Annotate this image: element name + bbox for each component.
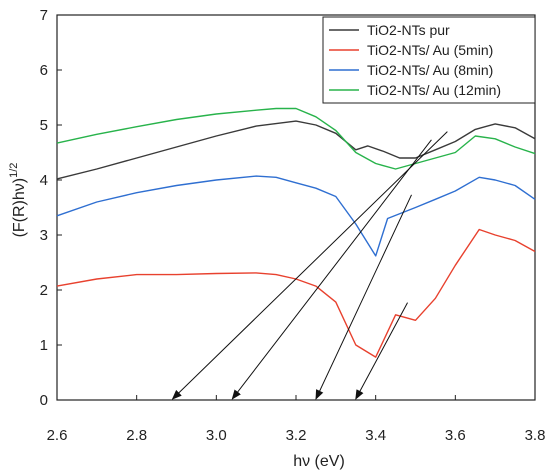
tangent-arrow-3 xyxy=(315,194,412,400)
series-lines xyxy=(56,107,536,358)
x-tick-label: 3.8 xyxy=(525,427,546,444)
x-tick-label: 3.4 xyxy=(365,427,386,444)
x-tick-label: 3.0 xyxy=(206,427,227,444)
axes: 2.6 2.8 3.0 3.2 3.4 3.6 3.8 0 1 2 3 4 5 6 7 xyxy=(40,7,546,444)
y-tick-label: 6 xyxy=(40,62,48,79)
y-tick-label: 1 xyxy=(40,337,48,354)
x-axis-label: hν (eV) xyxy=(293,453,345,470)
y-tick-label: 0 xyxy=(40,392,48,409)
tangent-arrow-1 xyxy=(171,131,448,400)
legend-label-3: TiO2-NTs/ Au (8min) xyxy=(367,62,493,78)
y-tick-label: 5 xyxy=(40,117,48,134)
tangent-arrow-4 xyxy=(355,302,408,400)
series-line-4 xyxy=(56,107,536,170)
tangent-arrow-2 xyxy=(231,139,432,400)
y-tick-label: 2 xyxy=(40,282,48,299)
series-line-2 xyxy=(56,228,536,358)
series-line-3 xyxy=(56,175,536,257)
y-axis-label-main: (F(R)hν) xyxy=(11,178,28,238)
x-tick-label: 3.2 xyxy=(286,427,307,444)
y-tick-label: 3 xyxy=(40,227,48,244)
legend-label-4: TiO2-NTs/ Au (12min) xyxy=(367,82,501,98)
y-axis-label-superscript: 1/2 xyxy=(8,163,20,178)
y-tick-label: 4 xyxy=(40,172,48,189)
y-tick-label: 7 xyxy=(40,7,48,24)
legend-label-2: TiO2-NTs/ Au (5min) xyxy=(367,42,493,58)
x-tick-label: 2.8 xyxy=(126,427,147,444)
x-tick-label: 2.6 xyxy=(47,427,68,444)
x-tick-label: 3.6 xyxy=(445,427,466,444)
annotation-arrows xyxy=(171,131,448,400)
series-line-1 xyxy=(56,120,536,180)
legend-box xyxy=(322,16,536,104)
y-axis-label: (F(R)hν)1/2 xyxy=(8,163,28,238)
legend-label-1: TiO2-NTs pur xyxy=(367,22,450,38)
legend: TiO2-NTs pur TiO2-NTs/ Au (5min) TiO2-NTs/… xyxy=(322,16,536,104)
